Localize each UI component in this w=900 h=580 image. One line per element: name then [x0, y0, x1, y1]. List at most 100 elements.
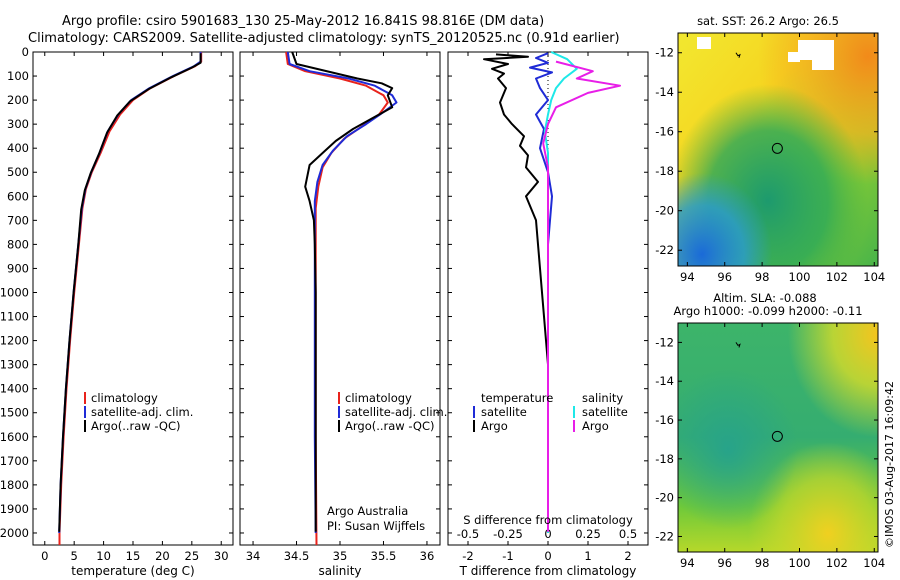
map-y-tick-label: -12	[655, 335, 674, 349]
depth-tick-label: 1800	[0, 478, 29, 492]
sst-map: sat. SST: 26.2 Argo: 26.5 94 96 98 100 102 10…	[655, 14, 885, 284]
sla-low-region	[678, 323, 878, 552]
argo-position-marker	[771, 430, 783, 442]
sst-argo-position	[735, 52, 783, 154]
depth-tick-label: 600	[7, 189, 29, 203]
map-y-tick-label: -22	[655, 529, 674, 543]
x-tick-label: 20	[155, 549, 170, 563]
sla-map-frame	[677, 322, 879, 553]
legend-label-s-satellite: satellite	[582, 405, 628, 419]
map-y-tick-label: -14	[655, 85, 674, 99]
sla-argo-position	[735, 342, 783, 442]
depth-tick-label: 1100	[0, 310, 29, 324]
sla-map: Altim. SLA: -0.088 Argo h1000: -0.099 h2…	[655, 291, 885, 570]
depth-tick-label: 1500	[0, 406, 29, 420]
x-tick-label: 30	[214, 549, 229, 563]
map-y-tick-label: -18	[655, 452, 674, 466]
sst-cloud-mask	[697, 37, 711, 49]
depth-tick-label: 0	[22, 45, 29, 59]
map-x-tick-label: 100	[789, 556, 811, 570]
top-tick-label: 0.25	[575, 527, 601, 541]
salinity-xlabel: salinity	[318, 564, 361, 578]
difference-axis: -2 -1 0 1 2	[462, 52, 632, 563]
argo-position-marker	[771, 142, 783, 154]
difference-series	[483, 51, 621, 533]
difference-panel: -2 -1 0 1 2 -0.5 -0.25 0 0.25 0.5 temperature sa…	[447, 51, 649, 578]
map-x-tick-label: 100	[789, 270, 811, 284]
legend-label-satellite: satellite-adj. clim.	[91, 405, 193, 419]
depth-tick-label: 1000	[0, 285, 29, 299]
legend-label-argo: Argo(..raw -QC)	[345, 419, 435, 433]
sst-coldest-region	[678, 33, 878, 266]
map-x-tick-label: 96	[717, 556, 732, 570]
imos-stamp: ©IMOS 03-Aug-2017 16:09:42	[883, 381, 896, 548]
legend-title-temperature: temperature	[481, 391, 553, 405]
x-tick-label: 5	[71, 549, 78, 563]
x-tick-label: 0	[544, 549, 551, 563]
depth-tick-label: 900	[7, 261, 29, 275]
x-tick-label: 34.5	[284, 549, 310, 563]
sla-map-title-1: Altim. SLA: -0.088	[713, 291, 817, 305]
temperature-xlabel: temperature (deg C)	[71, 564, 194, 578]
header-line-2: Climatology: CARS2009. Satellite-adjuste…	[28, 31, 620, 46]
depth-tick-label: 500	[7, 165, 29, 179]
depth-tick-label: 1900	[0, 502, 29, 516]
x-tick-label: -1	[502, 549, 513, 563]
map-y-tick-label: -12	[655, 46, 674, 60]
difference-depth-ticks	[448, 51, 648, 534]
temperature-axes-frame	[32, 51, 234, 546]
depth-tick-label: 300	[7, 117, 29, 131]
temperature-panel: 0100200300400500600700800900100011001200…	[0, 45, 234, 578]
legend-label-s-argo: Argo	[582, 419, 609, 433]
map-x-tick-label: 104	[863, 270, 885, 284]
salinity-series	[285, 51, 398, 546]
salinity-axis: 34 34.5 35 35.5 36	[246, 52, 434, 563]
sst-map-title: sat. SST: 26.2 Argo: 26.5	[697, 14, 839, 28]
map-y-tick-label: -16	[655, 125, 674, 139]
sst-map-axes: 94 96 98 100 102 104 -12 -14 -16 -18 -20 -22	[655, 33, 885, 284]
legend-label-climatology: climatology	[345, 391, 412, 405]
x-tick-label: 35	[333, 549, 348, 563]
island-outline	[735, 342, 741, 348]
island-outline	[735, 52, 741, 58]
map-x-tick-label: 102	[826, 556, 848, 570]
map-y-tick-label: -20	[655, 491, 674, 505]
sst-cloud-mask	[812, 58, 834, 70]
map-x-tick-label: 98	[755, 270, 770, 284]
series-line-argo-raw-qc-	[58, 53, 202, 532]
map-x-tick-label: 102	[826, 270, 848, 284]
temperature-series	[58, 52, 203, 545]
salinity-annotation-1: Argo Australia	[327, 504, 408, 518]
legend-title-salinity: salinity	[582, 391, 623, 405]
series-line-argo-raw-qc-	[291, 51, 394, 532]
difference-top-xlabel: S difference from climatology	[463, 513, 633, 527]
x-tick-label: -2	[462, 549, 473, 563]
map-y-tick-label: -20	[655, 204, 674, 218]
depth-tick-label: 100	[7, 69, 29, 83]
legend-label-satellite: satellite-adj. clim.	[345, 405, 447, 419]
map-x-tick-label: 104	[863, 556, 885, 570]
map-y-tick-label: -14	[655, 374, 674, 388]
map-x-tick-label: 94	[680, 556, 695, 570]
legend-label-climatology: climatology	[91, 391, 158, 405]
map-x-tick-label: 94	[680, 270, 695, 284]
map-y-tick-label: -16	[655, 413, 674, 427]
depth-tick-label: 1700	[0, 454, 29, 468]
x-tick-label: 35.5	[371, 549, 397, 563]
difference-legend: temperature satellite Argo salinity sate…	[473, 391, 628, 433]
x-tick-label: 34	[246, 549, 261, 563]
legend-label-argo: Argo(..raw -QC)	[91, 419, 181, 433]
temperature-legend: climatology satellite-adj. clim. Argo(..…	[84, 391, 193, 433]
difference-xlabel: T difference from climatology	[459, 564, 637, 578]
map-y-tick-label: -22	[655, 243, 674, 257]
sla-map-axes: 94 96 98 100 102 104 -12 -14 -16 -18 -20 -22	[655, 323, 885, 570]
header-line-1: Argo profile: csiro 5901683_130 25-May-2…	[62, 14, 544, 29]
depth-tick-label: 700	[7, 213, 29, 227]
x-tick-label: 10	[96, 549, 111, 563]
salinity-axes-frame	[239, 51, 441, 546]
depth-axis: 0 100 200 300 400 500 600 700 800 900 1000 1100 1200…	[0, 45, 233, 540]
top-tick-label: -0.25	[493, 527, 523, 541]
map-y-tick-label: -18	[655, 164, 674, 178]
temperature-axis: 0 5 10 15 20 25 30	[41, 52, 229, 563]
